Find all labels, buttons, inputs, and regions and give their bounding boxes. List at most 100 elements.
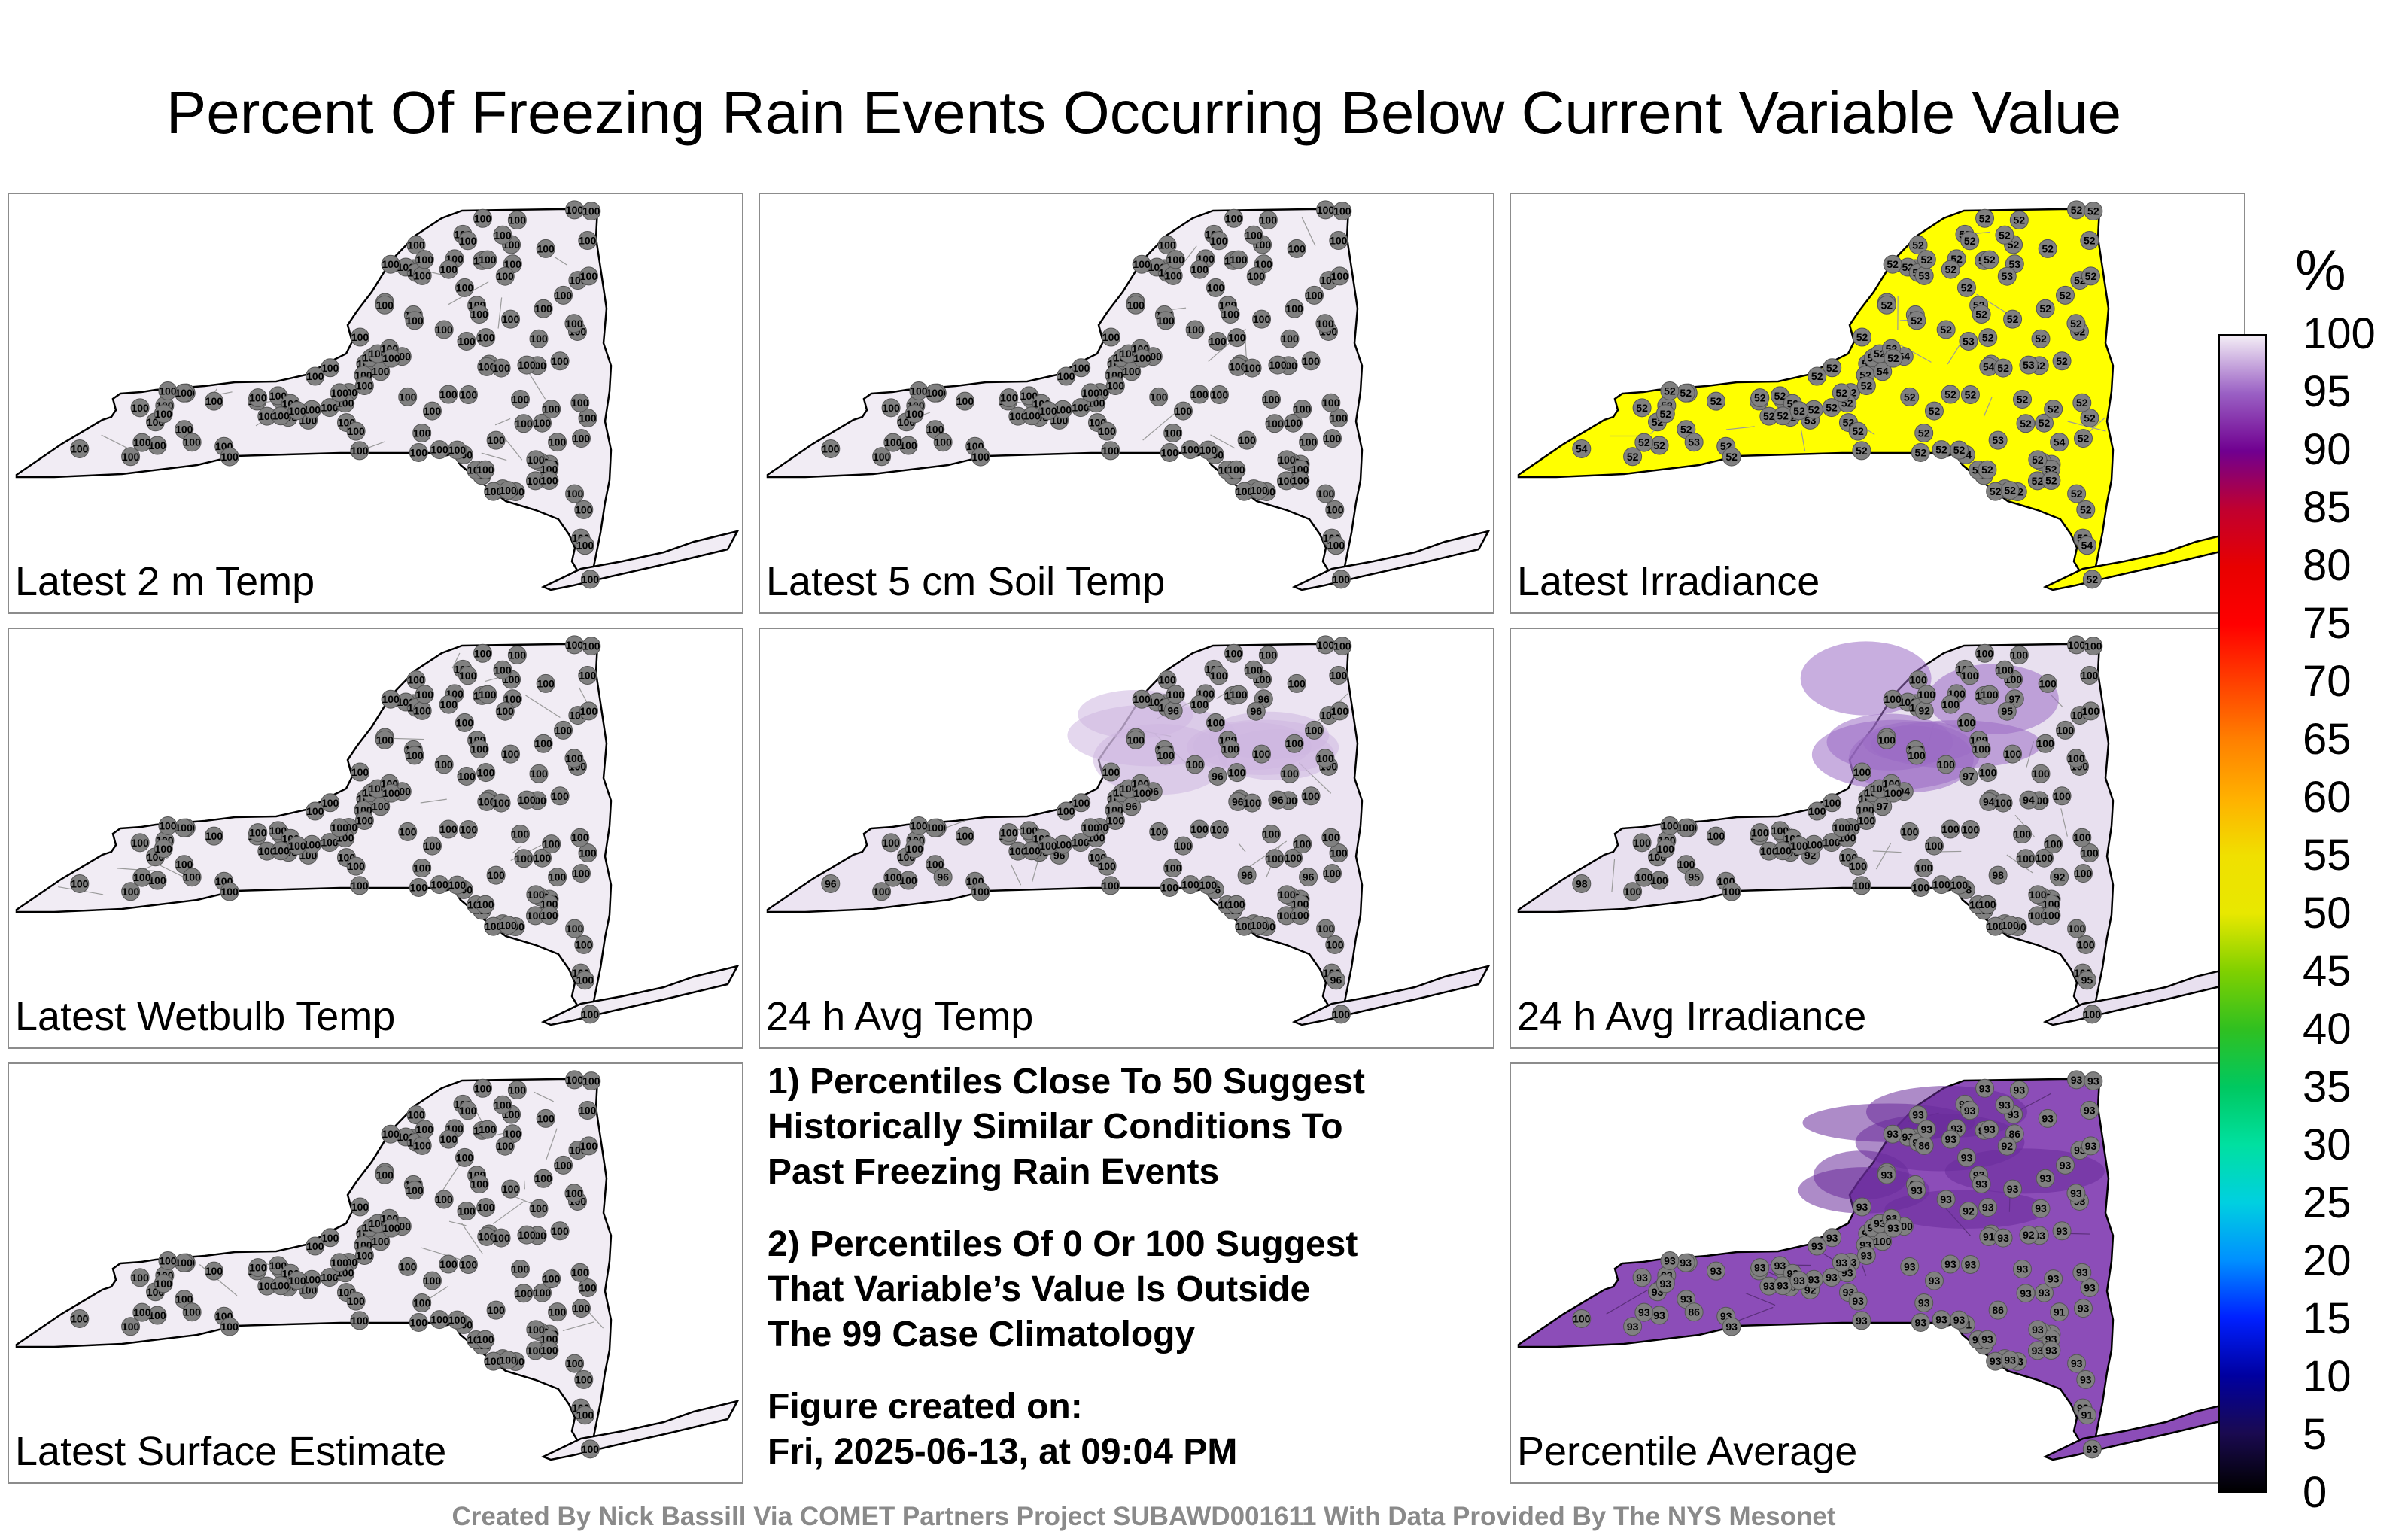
station-marker: 100 xyxy=(495,701,515,721)
station-value: 93 xyxy=(1680,1257,1692,1269)
station-marker: 52 xyxy=(1960,231,1980,251)
station-marker: 100 xyxy=(578,230,597,250)
station-marker: 54 xyxy=(1572,439,1592,458)
station-marker: 100 xyxy=(268,821,287,840)
station-value: 100 xyxy=(269,825,287,837)
station-marker: 93 xyxy=(2066,1070,2086,1090)
panel-label: Percentile Average xyxy=(1517,1429,1858,1474)
station-marker: 100 xyxy=(2000,916,2020,935)
station-marker: 100 xyxy=(1291,471,1310,491)
station-marker: 100 xyxy=(550,786,570,806)
ny-state-map: 9210010010010010010010010098100100100100… xyxy=(1517,635,2242,1026)
station-value: 100 xyxy=(1164,269,1182,281)
station-value: 100 xyxy=(407,674,425,686)
colorbar-tick-label: 30 xyxy=(2303,1120,2352,1169)
station-marker: 100 xyxy=(542,1269,561,1289)
station-marker: 100 xyxy=(375,1165,394,1184)
station-value: 100 xyxy=(351,880,369,892)
station-value: 100 xyxy=(321,837,339,849)
station-value: 100 xyxy=(406,749,424,761)
station-marker: 93 xyxy=(1941,1254,1960,1274)
station-value: 93 xyxy=(1777,1280,1789,1292)
station-value: 100 xyxy=(1932,879,1950,891)
station-value: 93 xyxy=(1793,1275,1805,1287)
station-value: 100 xyxy=(474,1082,492,1094)
station-marker: 100 xyxy=(1166,685,1185,704)
station-marker: 93 xyxy=(2028,1320,2048,1339)
station-marker: 100 xyxy=(1301,351,1321,371)
station-marker: 100 xyxy=(1995,660,2014,679)
station-marker: 100 xyxy=(321,358,340,378)
station-marker: 100 xyxy=(2013,825,2033,844)
station-value: 100 xyxy=(435,758,453,771)
station-marker: 93 xyxy=(2042,1341,2061,1360)
station-marker: 100 xyxy=(158,816,178,835)
station-value: 100 xyxy=(555,1159,573,1171)
station-marker: 100 xyxy=(354,376,374,396)
county-line xyxy=(1175,245,1197,273)
station-value: 100 xyxy=(1000,827,1018,839)
station-marker: 100 xyxy=(1316,919,1336,938)
station-marker: 100 xyxy=(564,1070,584,1090)
station-marker: 100 xyxy=(548,868,567,887)
station-value: 52 xyxy=(1653,439,1665,451)
station-value: 52 xyxy=(2017,394,2029,406)
station-marker: 92 xyxy=(2019,1225,2039,1245)
station-value: 93 xyxy=(2078,1302,2090,1315)
station-marker: 100 xyxy=(821,439,841,458)
station-value: 96 xyxy=(1258,693,1270,705)
station-marker: 100 xyxy=(398,822,418,841)
station-value: 100 xyxy=(494,1099,512,1111)
station-marker: 100 xyxy=(1229,685,1248,704)
station-value: 52 xyxy=(2085,270,2097,282)
station-marker: 100 xyxy=(248,1258,268,1278)
station-value: 100 xyxy=(2011,649,2029,661)
station-value: 100 xyxy=(582,640,600,652)
station-value: 93 xyxy=(2032,1324,2044,1336)
station-marker: 100 xyxy=(1244,660,1263,679)
station-marker: 100 xyxy=(571,864,591,883)
station-value: 96 xyxy=(1167,704,1179,716)
station-marker: 100 xyxy=(439,385,458,404)
station-marker: 100 xyxy=(2016,849,2036,868)
station-value: 52 xyxy=(1638,436,1650,448)
station-marker: 93 xyxy=(2066,1184,2086,1203)
panel-label: Latest 5 cm Soil Temp xyxy=(766,559,1166,604)
station-value: 100 xyxy=(582,205,600,217)
station-value: 100 xyxy=(1167,688,1185,701)
county-line xyxy=(497,297,503,329)
station-marker: 100 xyxy=(248,388,268,408)
station-marker: 100 xyxy=(182,1302,202,1322)
station-value: 100 xyxy=(413,1296,431,1309)
station-marker: 100 xyxy=(220,447,239,467)
station-marker: 100 xyxy=(70,1309,90,1328)
station-value: 100 xyxy=(926,424,944,436)
station-marker: 93 xyxy=(1908,1105,1928,1125)
station-marker: 100 xyxy=(491,358,511,378)
station-value: 100 xyxy=(534,737,552,749)
station-value: 52 xyxy=(2039,302,2051,315)
station-value: 93 xyxy=(2017,1263,2029,1275)
station-marker: 52 xyxy=(1804,400,1823,419)
station-value: 52 xyxy=(1811,370,1823,382)
station-value: 100 xyxy=(1098,425,1116,437)
station-value: 98 xyxy=(1992,869,2004,881)
station-marker: 52 xyxy=(1980,250,1999,269)
colorbar-tick-label: 5 xyxy=(2303,1410,2327,1459)
station-marker: 100 xyxy=(532,413,552,433)
station-marker: 100 xyxy=(412,858,432,877)
station-value: 100 xyxy=(565,752,583,764)
station-marker: 52 xyxy=(1960,385,1980,405)
station-value: 100 xyxy=(1225,212,1243,224)
station-value: 93 xyxy=(1981,1333,1993,1345)
note-percentile-50: 1) Percentiles Close To 50 Suggest Histo… xyxy=(768,1062,1366,1192)
station-marker: 52 xyxy=(1856,376,1876,396)
station-marker: 100 xyxy=(1291,906,1310,926)
station-value: 96 xyxy=(1330,974,1342,986)
station-marker: 100 xyxy=(575,536,594,555)
colorbar-tick-label: 35 xyxy=(2303,1062,2352,1111)
station-value: 100 xyxy=(1853,766,1871,778)
station-marker: 100 xyxy=(330,818,349,837)
station-value: 100 xyxy=(2084,1008,2102,1020)
station-value: 100 xyxy=(956,830,974,842)
